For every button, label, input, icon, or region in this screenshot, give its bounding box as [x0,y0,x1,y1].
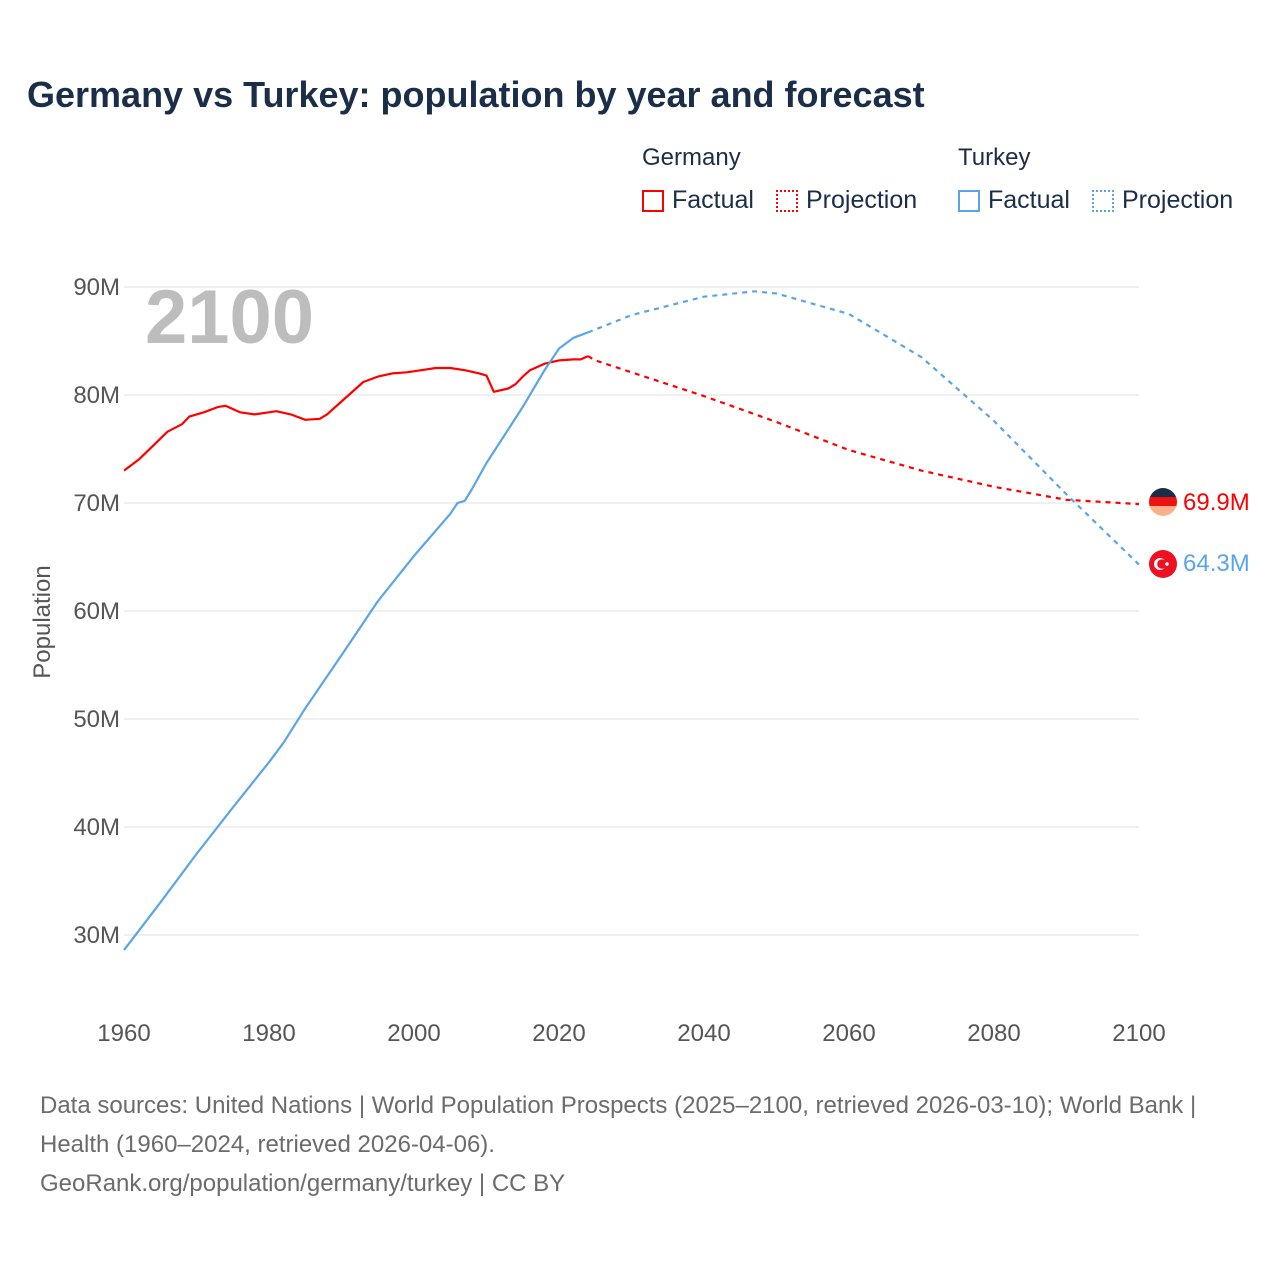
legend-label: Factual [988,186,1070,214]
y-tick-label: 40M [73,814,120,841]
germany-end-label: 69.9M [1183,489,1250,516]
turkey-end-label: 64.3M [1183,550,1250,577]
y-tick-label: 50M [73,706,120,733]
y-tick-label: 70M [73,490,120,517]
x-tick-label: 2040 [677,1020,730,1047]
legend-germany-projection[interactable]: Projection [776,186,917,215]
chart-title: Germany vs Turkey: population by year an… [27,74,925,115]
legend-swatch-solid [958,189,980,212]
legend-label: Factual [672,186,754,214]
year-overlay: 2100 [145,275,314,360]
x-tick-label: 2000 [387,1020,440,1047]
series-germany-projection [587,355,1140,506]
x-tick-label: 1960 [97,1020,150,1047]
turkey-flag-icon [1149,550,1177,578]
x-tick-label: 2080 [967,1020,1020,1047]
credit-link[interactable]: GeoRank.org/population/germany/turkey | … [40,1170,566,1197]
legend-swatch-solid [642,189,664,212]
y-tick-label: 30M [73,922,120,949]
series-turkey-projection [587,290,1140,566]
x-tick-label: 2100 [1112,1020,1165,1047]
x-tick-label: 2020 [532,1020,585,1047]
y-tick-label: 80M [73,382,120,409]
legend-turkey-factual[interactable]: Factual [958,186,1070,215]
legend-group-germany: Germany [642,144,741,171]
y-tick-label: 60M [73,598,120,625]
series-turkey-factual [123,331,589,951]
y-axis-label: Population [29,565,56,678]
y-tick-label: 90M [73,274,120,301]
legend-turkey-projection[interactable]: Projection [1092,186,1233,215]
series-germany-factual [123,355,589,472]
legend-label: Projection [1122,186,1234,214]
germany-flag-icon [1149,488,1177,516]
x-tick-label: 2060 [822,1020,875,1047]
footer: Data sources: United Nations | World Pop… [40,1086,1240,1203]
x-tick-label: 1980 [242,1020,295,1047]
legend-group-turkey: Turkey [958,144,1031,171]
legend-germany-factual[interactable]: Factual [642,186,754,215]
legend-label: Projection [806,186,918,214]
legend-swatch-dotted [1092,189,1114,212]
line-chart: 30M 40M 50M 60M 70M 80M 90M 1960 1980 2000 2020 204… [29,274,1250,1047]
legend-swatch-dotted [776,189,798,212]
data-sources: Data sources: United Nations | World Pop… [40,1092,1197,1158]
